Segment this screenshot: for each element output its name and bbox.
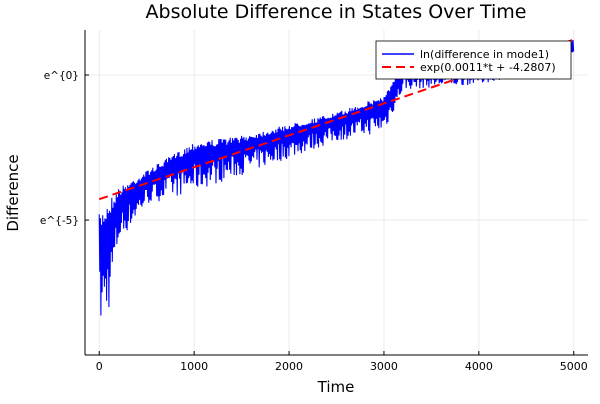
x-tick-label: 0 [96, 360, 103, 373]
legend: ln(difference in mode1) exp(0.0011*t + -… [375, 40, 572, 80]
x-tick-label: 1000 [180, 360, 208, 373]
legend-box [375, 40, 572, 80]
x-tick-label: 2000 [275, 360, 303, 373]
legend-label-1: ln(difference in mode1) [420, 48, 549, 61]
series-line-mode1 [98, 39, 575, 316]
x-tick-label: 4000 [465, 360, 493, 373]
y-axis-label: Difference [4, 154, 22, 231]
x-tick-label: 3000 [370, 360, 398, 373]
x-tick-label: 5000 [560, 360, 588, 373]
y-tick-label: e^{0} [44, 70, 79, 82]
y-tick-label: e^{-5} [40, 215, 79, 227]
x-axis-label: Time [317, 378, 355, 396]
legend-label-2: exp(0.0011*t + -4.2807) [420, 61, 556, 74]
chart-title: Absolute Difference in States Over Time [146, 1, 527, 23]
